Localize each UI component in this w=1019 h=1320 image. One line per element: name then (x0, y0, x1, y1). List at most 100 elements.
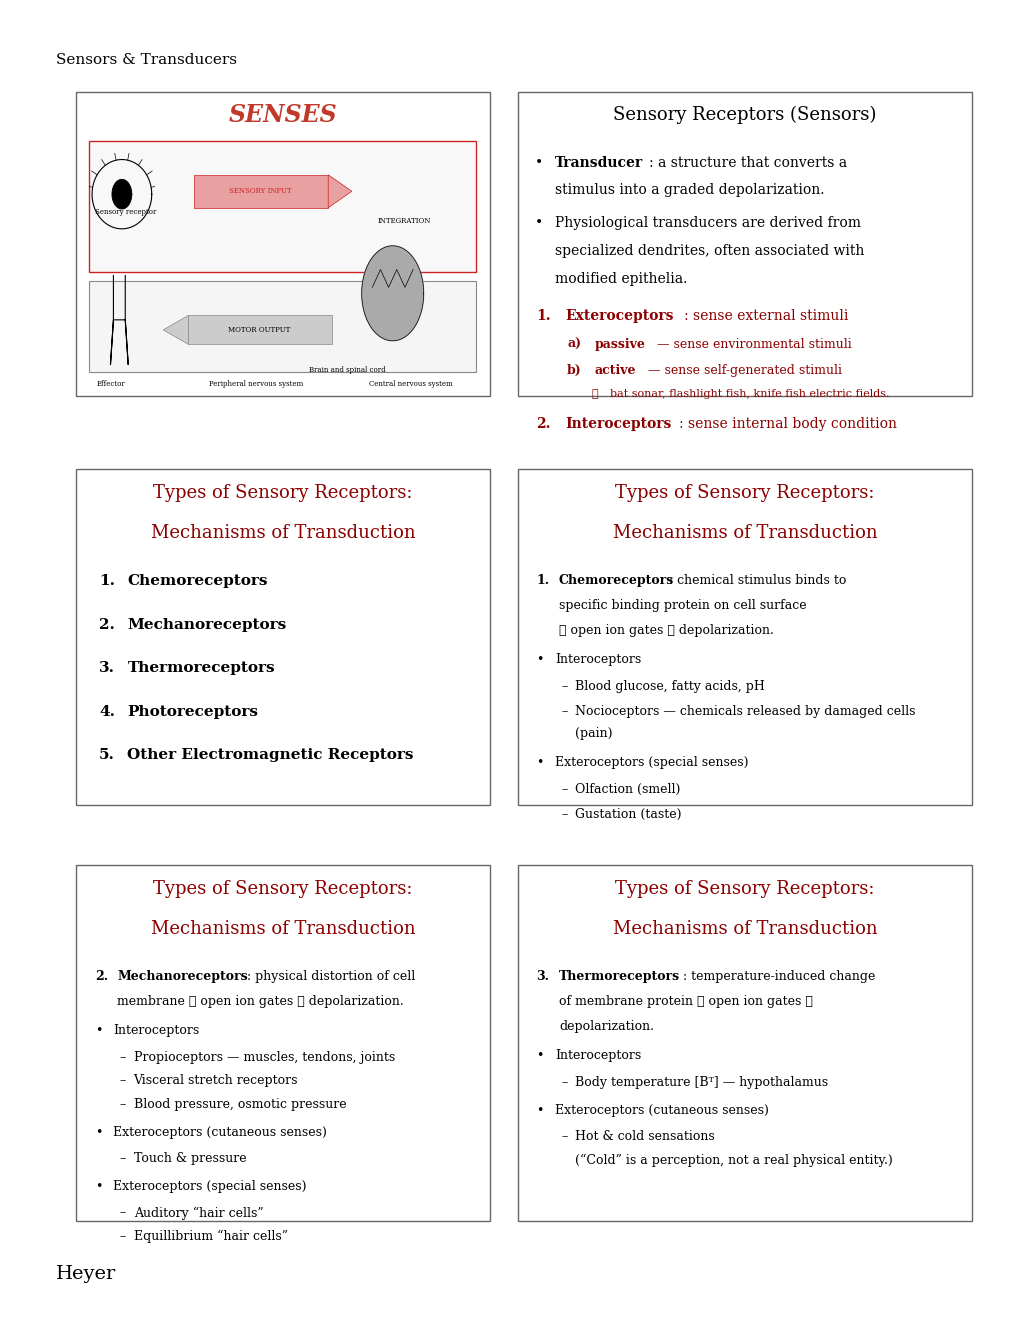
Text: Types of Sensory Receptors:: Types of Sensory Receptors: (614, 484, 874, 503)
Text: Thermoreceptors: Thermoreceptors (558, 970, 680, 983)
Text: Types of Sensory Receptors:: Types of Sensory Receptors: (153, 484, 413, 503)
Text: Mechanisms of Transduction: Mechanisms of Transduction (151, 920, 415, 939)
Text: 2.: 2. (95, 970, 108, 983)
FancyBboxPatch shape (89, 281, 476, 372)
Text: Body temperature [Bᵀ] — hypothalamus: Body temperature [Bᵀ] — hypothalamus (575, 1076, 827, 1089)
Text: –: – (119, 1152, 125, 1166)
Text: 5.: 5. (99, 748, 115, 763)
Text: –: – (119, 1051, 125, 1064)
Text: 2.: 2. (99, 618, 115, 632)
Text: –: – (119, 1098, 125, 1111)
FancyBboxPatch shape (76, 469, 489, 805)
Text: •: • (95, 1126, 102, 1139)
Text: : temperature-induced change: : temperature-induced change (683, 970, 875, 983)
Text: bat sonar, flashlight fish, knife fish electric fields.: bat sonar, flashlight fish, knife fish e… (609, 389, 889, 400)
Text: : chemical stimulus binds to: : chemical stimulus binds to (668, 574, 846, 587)
Text: 3.: 3. (536, 970, 549, 983)
Text: Brain and spinal cord: Brain and spinal cord (309, 366, 385, 374)
Text: 2.: 2. (536, 417, 550, 432)
Text: Mechanoreceptors: Mechanoreceptors (127, 618, 286, 632)
Text: Gustation (taste): Gustation (taste) (575, 808, 681, 821)
Text: 1.: 1. (536, 309, 550, 323)
Text: –: – (560, 783, 567, 796)
Text: Propioceptors — muscles, tendons, joints: Propioceptors — muscles, tendons, joints (133, 1051, 394, 1064)
Text: –: – (119, 1074, 125, 1088)
Text: Interoceptors: Interoceptors (565, 417, 671, 432)
Text: –: – (119, 1230, 125, 1243)
Text: a): a) (567, 338, 581, 351)
Text: : a structure that converts a: : a structure that converts a (648, 156, 846, 170)
Text: Thermoreceptors: Thermoreceptors (127, 661, 275, 676)
FancyBboxPatch shape (194, 174, 328, 207)
Text: Hot & cold sensations: Hot & cold sensations (575, 1130, 714, 1143)
Text: •: • (536, 1104, 543, 1117)
Text: — sense self-generated stimuli: — sense self-generated stimuli (643, 364, 841, 378)
Text: (pain): (pain) (575, 727, 612, 741)
Text: : sense internal body condition: : sense internal body condition (679, 417, 897, 432)
Text: Types of Sensory Receptors:: Types of Sensory Receptors: (614, 880, 874, 899)
Text: Equillibrium “hair cells”: Equillibrium “hair cells” (133, 1230, 287, 1243)
Text: Exteroceptors (cutaneous senses): Exteroceptors (cutaneous senses) (554, 1104, 768, 1117)
Text: Visceral stretch receptors: Visceral stretch receptors (133, 1074, 298, 1088)
Text: passive: passive (594, 338, 645, 351)
Text: 1.: 1. (536, 574, 549, 587)
Text: Exteroceptors (special senses): Exteroceptors (special senses) (113, 1180, 307, 1193)
Text: SENSORY INPUT: SENSORY INPUT (228, 187, 291, 195)
Text: –: – (560, 1130, 567, 1143)
Text: 1.: 1. (99, 574, 115, 589)
Text: Mechanoreceptors: Mechanoreceptors (117, 970, 248, 983)
FancyBboxPatch shape (518, 469, 971, 805)
Text: specialized dendrites, often associated with: specialized dendrites, often associated … (554, 244, 863, 259)
Text: specific binding protein on cell surface: specific binding protein on cell surface (558, 599, 806, 612)
Text: Exteroceptors: Exteroceptors (565, 309, 673, 323)
Text: Peripheral nervous system: Peripheral nervous system (209, 380, 303, 388)
Text: •: • (536, 653, 543, 667)
Text: –: – (560, 705, 567, 718)
Polygon shape (163, 315, 189, 345)
Text: Interoceptors: Interoceptors (554, 1049, 641, 1063)
Text: Interoceptors: Interoceptors (554, 653, 641, 667)
Text: : physical distortion of cell: : physical distortion of cell (247, 970, 415, 983)
Text: 3.: 3. (99, 661, 115, 676)
Text: (“Cold” is a perception, not a real physical entity.): (“Cold” is a perception, not a real phys… (575, 1154, 893, 1167)
FancyBboxPatch shape (518, 92, 971, 396)
Text: Mechanisms of Transduction: Mechanisms of Transduction (612, 524, 876, 543)
Text: –: – (560, 1076, 567, 1089)
Text: •: • (534, 156, 542, 170)
Text: Sensory Receptors (Sensors): Sensory Receptors (Sensors) (612, 106, 876, 124)
FancyBboxPatch shape (76, 865, 489, 1221)
Text: Other Electromagnetic Receptors: Other Electromagnetic Receptors (127, 748, 414, 763)
Text: •: • (536, 1049, 543, 1063)
Text: Blood pressure, osmotic pressure: Blood pressure, osmotic pressure (133, 1098, 345, 1111)
Text: active: active (594, 364, 636, 378)
Text: Touch & pressure: Touch & pressure (133, 1152, 246, 1166)
Text: depolarization.: depolarization. (558, 1020, 653, 1034)
FancyBboxPatch shape (189, 315, 331, 345)
Text: Effector: Effector (97, 380, 125, 388)
Text: •: • (95, 1180, 102, 1193)
Text: Interoceptors: Interoceptors (113, 1024, 200, 1038)
Text: SENSES: SENSES (228, 103, 337, 127)
Text: –: – (560, 680, 567, 693)
FancyBboxPatch shape (89, 141, 476, 272)
Text: Types of Sensory Receptors:: Types of Sensory Receptors: (153, 880, 413, 899)
Text: Heyer: Heyer (56, 1265, 116, 1283)
Text: of membrane protein ➜ open ion gates ➜: of membrane protein ➜ open ion gates ➜ (558, 995, 812, 1008)
Text: MOTOR OUTPUT: MOTOR OUTPUT (227, 326, 290, 334)
Text: Olfaction (smell): Olfaction (smell) (575, 783, 680, 796)
Text: — sense environmental stimuli: — sense environmental stimuli (652, 338, 851, 351)
Text: Blood glucose, fatty acids, pH: Blood glucose, fatty acids, pH (575, 680, 764, 693)
Text: Transducer: Transducer (554, 156, 642, 170)
Text: Physiological transducers are derived from: Physiological transducers are derived fr… (554, 216, 860, 231)
Text: –: – (119, 1206, 125, 1220)
Polygon shape (328, 174, 352, 207)
Text: Chemoreceptors: Chemoreceptors (558, 574, 674, 587)
Text: •: • (534, 216, 542, 231)
Text: •: • (536, 756, 543, 770)
FancyBboxPatch shape (518, 865, 971, 1221)
Text: modified epithelia.: modified epithelia. (554, 272, 687, 286)
FancyBboxPatch shape (76, 92, 489, 396)
Text: Mechanisms of Transduction: Mechanisms of Transduction (151, 524, 415, 543)
Text: Auditory “hair cells”: Auditory “hair cells” (133, 1206, 263, 1220)
Text: membrane ➜ open ion gates ➜ depolarization.: membrane ➜ open ion gates ➜ depolarizati… (117, 995, 404, 1008)
